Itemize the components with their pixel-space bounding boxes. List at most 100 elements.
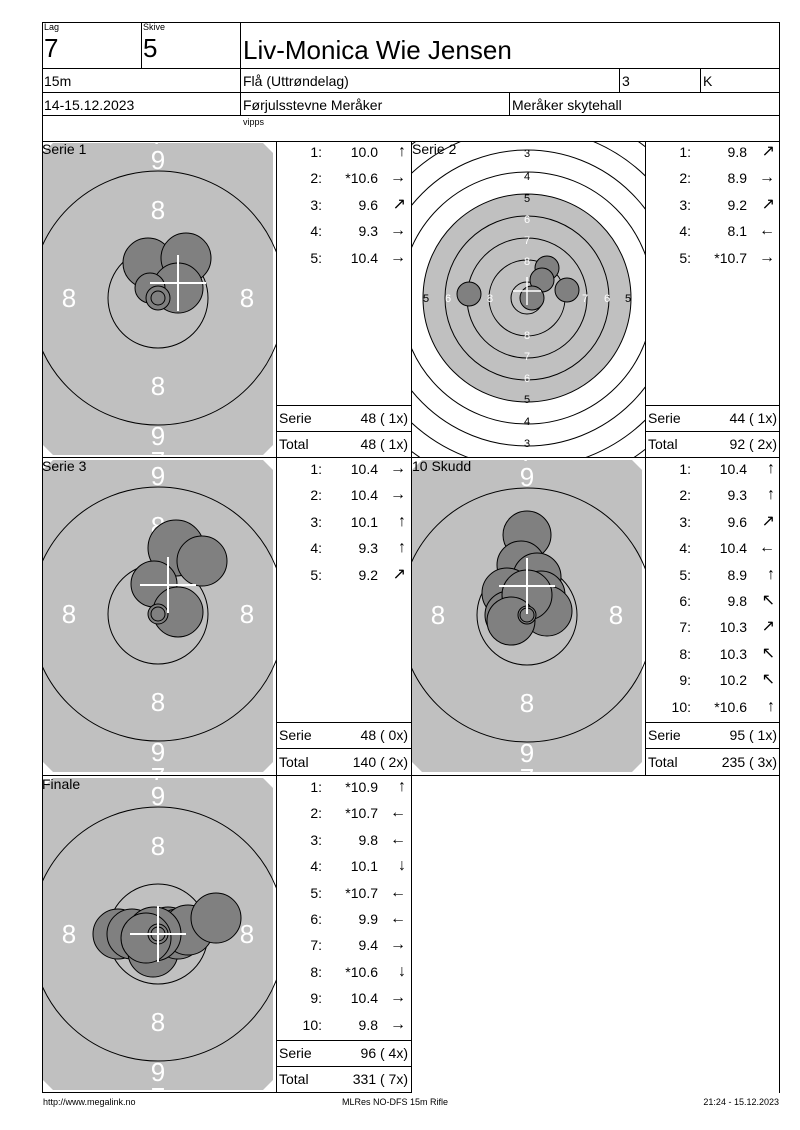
target-serie-2: 34567887654356788765: [412, 142, 645, 457]
shot-direction-arrow-icon: ↓: [398, 857, 406, 875]
total-label: Total: [648, 436, 678, 452]
shot-score: 10.1: [350, 513, 378, 530]
shot-number: 9:: [679, 672, 691, 689]
ring-label: 8: [62, 599, 76, 629]
shot-row: 9: 10.4 →: [278, 989, 410, 1007]
shot-direction-arrow-icon: ←: [390, 804, 406, 822]
ring-label: 8: [520, 688, 534, 718]
shot-row: 2: *10.6 →: [278, 170, 410, 187]
shot-hole: [176, 535, 228, 587]
shot-number: 4:: [679, 540, 691, 557]
shot-number: 4:: [679, 223, 691, 240]
ring-label: 4: [524, 416, 530, 428]
shot-number: 1:: [679, 144, 691, 160]
shot-row: 9: 10.2 ↖: [647, 672, 779, 689]
ring-label: 8: [151, 687, 165, 717]
ring-label: 7: [151, 756, 165, 786]
shot-row: 8: 10.3 ↖: [647, 645, 779, 662]
shot-score: 10.3: [719, 619, 747, 636]
shot-hole: [150, 606, 166, 622]
shot-number: 3:: [679, 513, 691, 530]
shot-direction-arrow-icon: →: [390, 989, 406, 1007]
shot-number: 3:: [310, 831, 322, 848]
shot-row: 4: 10.1 ↓: [278, 857, 410, 875]
shot-number: 3:: [310, 513, 322, 530]
shot-number: 10:: [671, 698, 691, 715]
panel-title-serie-2: Serie 2: [412, 141, 457, 157]
shot-score: 9.9: [358, 911, 378, 927]
shot-row: 2: 8.9 →: [647, 170, 779, 187]
shot-score: 9.3: [727, 487, 747, 504]
shooter-name: Liv-Monica Wie Jensen: [243, 35, 512, 65]
shot-row: 3: 10.1 ↑: [278, 512, 410, 530]
footer-timestamp: 21:24 - 15.12.2023: [703, 1097, 779, 1107]
shot-number: 9:: [310, 990, 322, 1007]
shot-direction-arrow-icon: ↖: [761, 592, 775, 609]
ring-label: 9: [151, 737, 165, 767]
shot-score: 8.1: [727, 223, 747, 240]
shot-row: 2: 9.3 ↑: [647, 487, 779, 504]
shot-direction-arrow-icon: ↑: [767, 565, 775, 583]
shot-direction-arrow-icon: ←: [759, 539, 775, 557]
ring-label: 8: [609, 600, 623, 630]
shot-row: 1: 10.4 →: [278, 461, 410, 478]
shot-direction-arrow-icon: ↑: [398, 512, 406, 530]
shot-direction-arrow-icon: ↑: [767, 697, 775, 715]
shot-score: *10.7: [714, 249, 747, 266]
shot-row: 2: 10.4 →: [278, 486, 410, 504]
shot-number: 1:: [310, 779, 322, 795]
shot-row: 7: 9.4 →: [278, 937, 410, 954]
shot-score: 9.3: [358, 540, 378, 557]
total-label: Total: [279, 436, 309, 452]
shot-number: 7:: [310, 937, 322, 954]
shot-number: 1:: [310, 144, 322, 160]
target-ring: [412, 171, 645, 425]
shot-score: 9.2: [358, 566, 378, 583]
shot-direction-arrow-icon: ↗: [761, 512, 775, 530]
shot-score: *10.7: [345, 805, 378, 822]
ring-label: 7: [524, 351, 530, 363]
shot-score: 10.4: [350, 990, 378, 1007]
total-value: 140 ( 2x): [352, 754, 408, 770]
target-ring: [43, 486, 276, 742]
serie-value: 96 ( 4x): [360, 1045, 408, 1061]
distance: 15m: [44, 73, 72, 89]
shot-score: 10.4: [350, 249, 378, 266]
shot-hole: [150, 290, 166, 306]
shot-row: 4: 9.3 ↑: [278, 540, 410, 557]
ring-label: 5: [423, 293, 429, 305]
shot-direction-arrow-icon: →: [390, 486, 406, 504]
ring-label: 7: [520, 437, 534, 467]
target-ring: [412, 149, 645, 447]
shot-score: 10.0: [350, 144, 378, 160]
shot-row: 3: 9.6 ↗: [647, 512, 779, 530]
ring-label: 9: [151, 1057, 165, 1087]
shot-number: 2:: [679, 487, 691, 504]
target-ring: [422, 193, 632, 403]
shot-direction-arrow-icon: ↓: [398, 962, 406, 980]
shot-score: 10.2: [719, 672, 747, 689]
ring-label: 3: [524, 438, 530, 450]
shot-row: 4: 9.3 →: [278, 222, 410, 240]
ring-label: 6: [604, 293, 610, 305]
ring-label: 8: [240, 919, 254, 949]
shot-number: 8:: [679, 645, 691, 662]
shot-row: 3: 9.6 ↗: [278, 196, 410, 213]
shot-score: 9.6: [727, 513, 747, 530]
ring-label: 7: [151, 446, 165, 476]
ring-label: 6: [445, 293, 451, 305]
venue: Meråker skytehall: [512, 97, 622, 113]
ring-label: 5: [524, 193, 530, 205]
ring-label: 7: [520, 763, 534, 793]
shot-direction-arrow-icon: ↗: [392, 565, 406, 583]
shot-row: 1: 9.8 ↗: [647, 144, 779, 161]
footer-url[interactable]: http://www.megalink.no: [43, 1097, 136, 1107]
ring-label: 8: [62, 919, 76, 949]
target-ring: [444, 215, 610, 381]
shot-number: 5:: [310, 566, 322, 583]
shot-row: 4: 8.1 ←: [647, 223, 779, 240]
shot-direction-arrow-icon: →: [390, 222, 406, 240]
shot-number: 3:: [679, 196, 691, 213]
ring-label: 7: [151, 1082, 165, 1112]
club-name: Flå (Uttrøndelag): [243, 73, 349, 89]
